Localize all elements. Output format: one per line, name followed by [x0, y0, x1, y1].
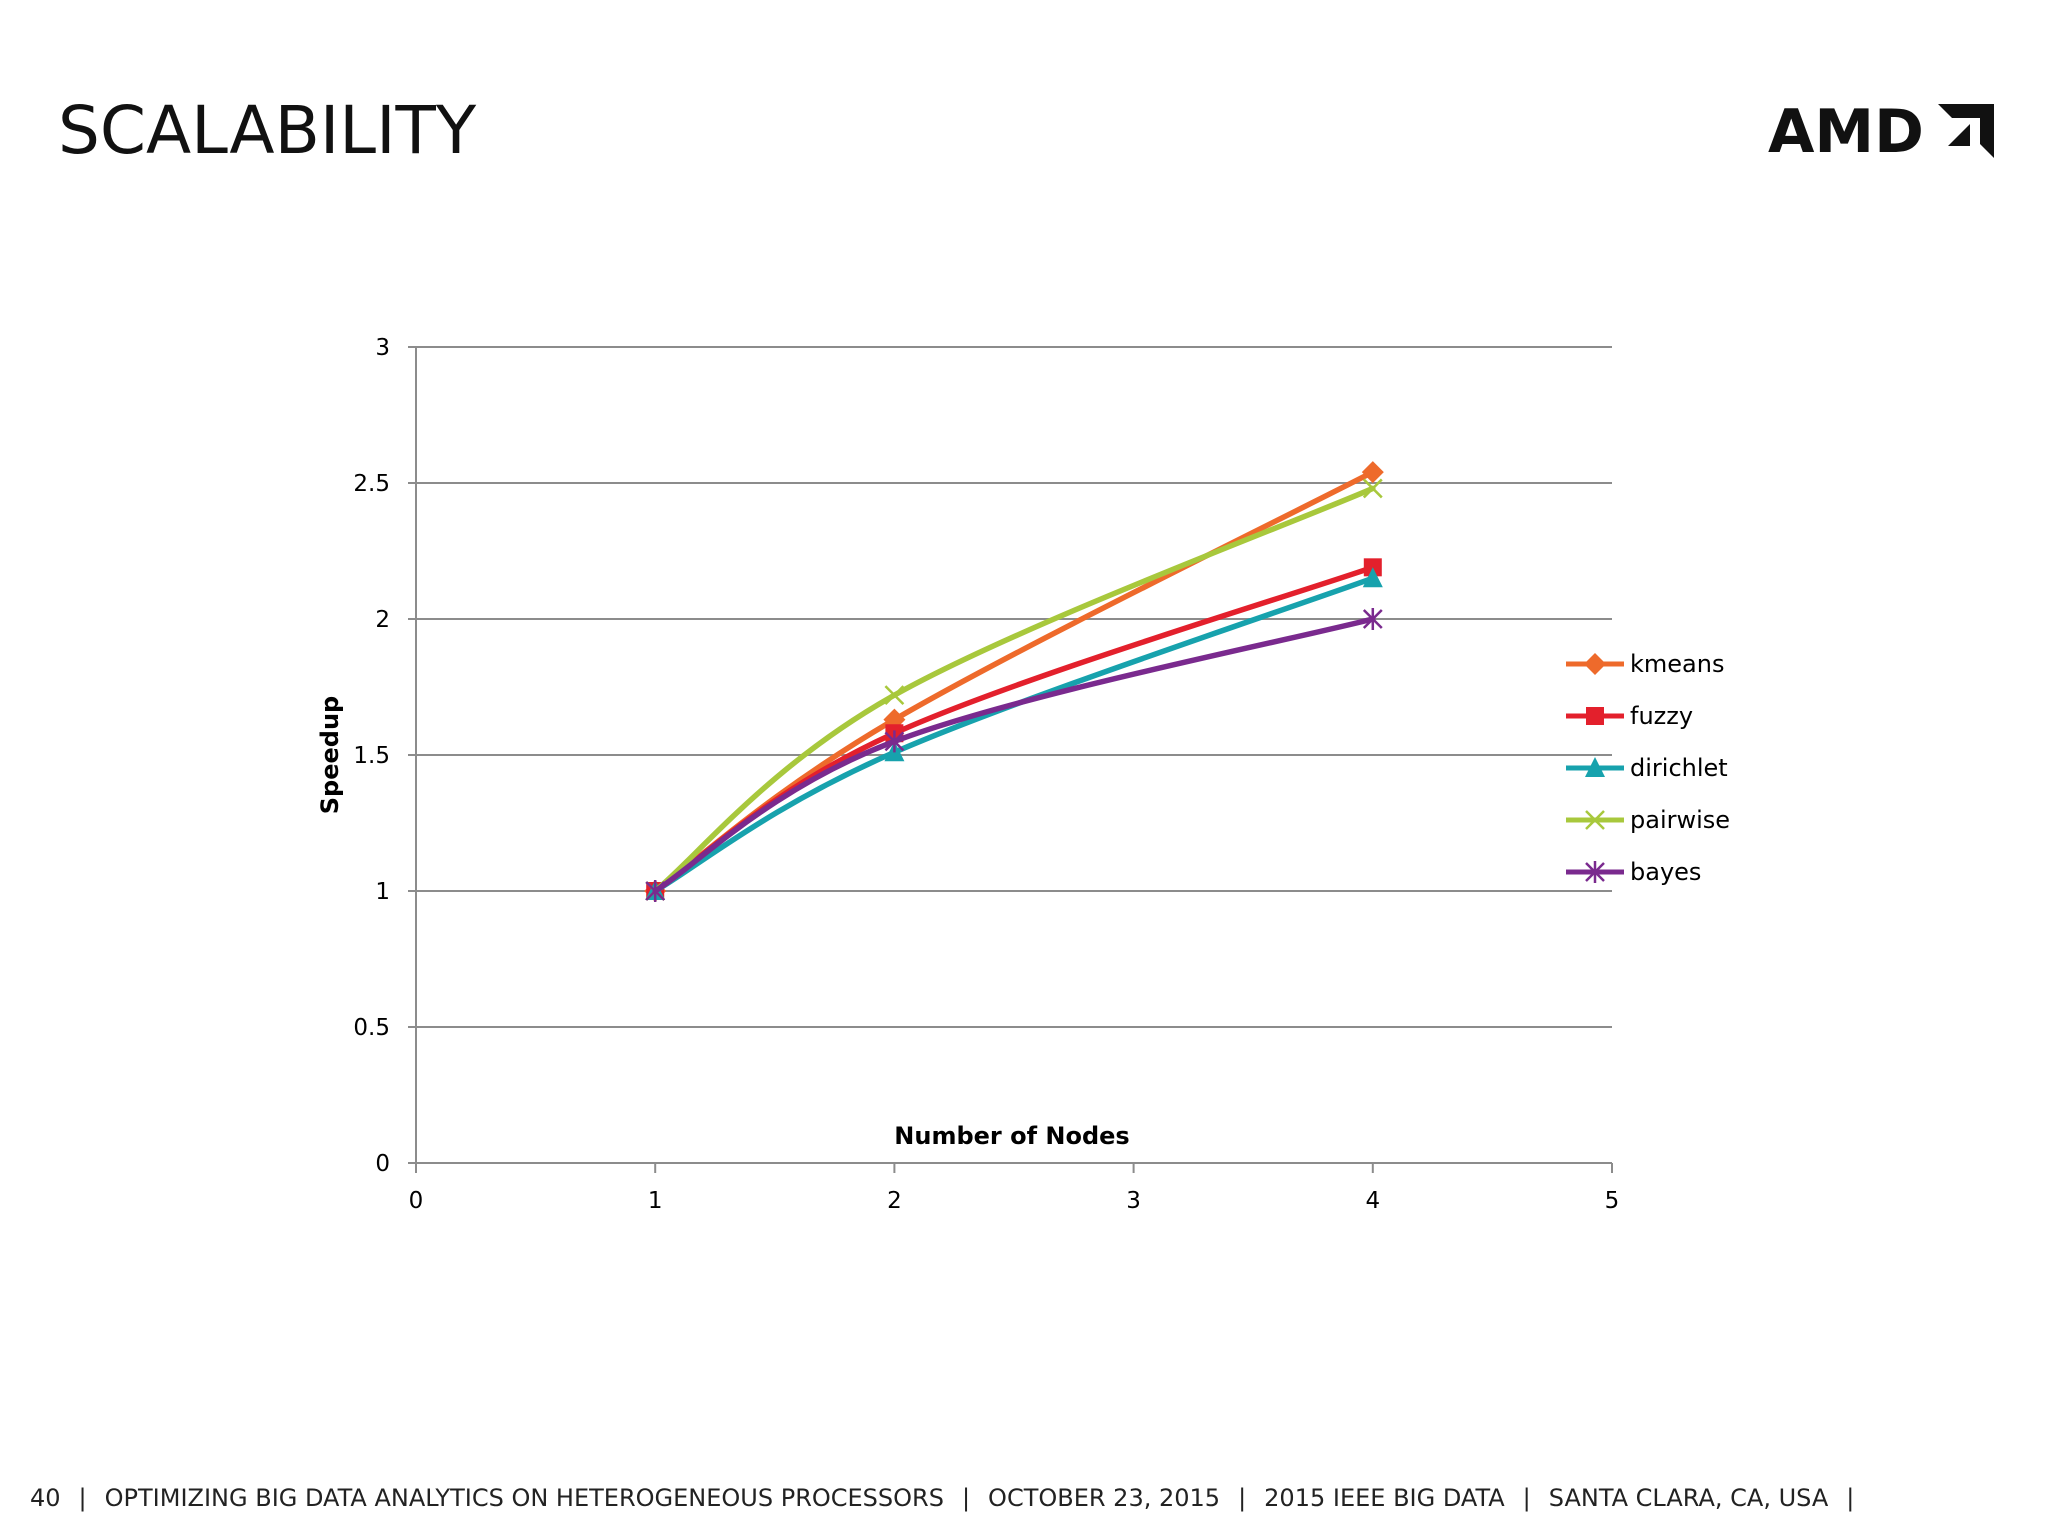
y-tick-label: 2.5 [353, 471, 390, 497]
legend-item-bayes: bayes [1566, 858, 1701, 886]
y-tick-label: 0 [375, 1151, 390, 1177]
x-tick-label: 4 [1365, 1188, 1380, 1214]
legend-item-fuzzy: fuzzy [1566, 702, 1693, 730]
amd-arrow-icon [1938, 104, 1994, 158]
chart-legend: kmeans fuzzy dirichlet pairwise bayes [1566, 650, 1730, 886]
x-tick-label: 1 [648, 1188, 663, 1214]
x-tick-label: 0 [409, 1188, 424, 1214]
legend-label-pairwise: pairwise [1630, 806, 1730, 834]
legend-marker-dirichlet [1585, 757, 1605, 777]
footer-separator: | [1522, 1484, 1531, 1512]
x-axis-title: Number of Nodes [894, 1122, 1129, 1150]
legend-item-dirichlet: dirichlet [1566, 754, 1728, 782]
legend-label-dirichlet: dirichlet [1630, 754, 1728, 782]
legend-marker-bayes [1585, 861, 1605, 883]
footer-presentation-title: OPTIMIZING BIG DATA ANALYTICS ON HETEROG… [104, 1484, 944, 1512]
chart-series [644, 461, 1384, 902]
legend-marker-fuzzy [1586, 707, 1604, 725]
y-axis-title: Speedup [316, 696, 344, 814]
chart-axes: 0 0.5 1 1.5 2 2.5 3 0 1 2 3 4 5 Number of Nodes Speedu… [316, 335, 1619, 1214]
y-tick-label: 2 [375, 607, 390, 633]
x-tick-label: 2 [887, 1188, 902, 1214]
legend-marker-pairwise [1585, 810, 1605, 830]
data-point-dirichlet [1362, 567, 1383, 588]
legend-item-pairwise: pairwise [1566, 806, 1730, 834]
legend-label-fuzzy: fuzzy [1630, 702, 1693, 730]
y-tick-label: 1.5 [353, 743, 390, 769]
footer-separator: | [1846, 1484, 1855, 1512]
legend-label-kmeans: kmeans [1630, 650, 1724, 678]
footer-event: 2015 IEEE BIG DATA [1264, 1484, 1505, 1512]
series-line-bayes [652, 616, 1376, 894]
footer-page-number: 40 [30, 1484, 61, 1512]
y-tick-label: 3 [375, 335, 390, 361]
chart-gridlines [408, 346, 1612, 1164]
data-point-bayes [645, 880, 666, 902]
series-dirichlet [645, 567, 1383, 900]
y-tick-label: 0.5 [353, 1015, 390, 1041]
data-point-bayes [1362, 608, 1383, 630]
footer-date: OCTOBER 23, 2015 [988, 1484, 1221, 1512]
legend-item-kmeans: kmeans [1566, 650, 1724, 678]
footer-location: SANTA CLARA, CA, USA [1548, 1484, 1829, 1512]
series-fuzzy [646, 558, 1382, 900]
series-line-pairwise [652, 485, 1376, 894]
legend-marker-kmeans [1584, 653, 1606, 675]
x-tick-label: 5 [1605, 1188, 1620, 1214]
data-point-pairwise [884, 685, 905, 706]
series-line-dirichlet [652, 575, 1376, 894]
amd-logo-text: AMD [1768, 100, 1924, 160]
footer-separator: | [1238, 1484, 1247, 1512]
footer: 40 | OPTIMIZING BIG DATA ANALYTICS ON HETE… [30, 1484, 1872, 1512]
y-tick-label: 1 [375, 879, 390, 905]
slide-title: SCALABILITY [58, 92, 477, 169]
amd-logo: AMD [1768, 100, 1994, 160]
series-pairwise [645, 478, 1383, 901]
data-point-bayes [884, 730, 905, 753]
data-point-kmeans [1361, 461, 1384, 484]
footer-separator: | [78, 1484, 87, 1512]
x-tick-label: 3 [1126, 1188, 1141, 1214]
data-point-pairwise [1362, 478, 1383, 499]
series-bayes [645, 608, 1383, 902]
footer-separator: | [961, 1484, 971, 1512]
legend-label-bayes: bayes [1630, 858, 1701, 886]
